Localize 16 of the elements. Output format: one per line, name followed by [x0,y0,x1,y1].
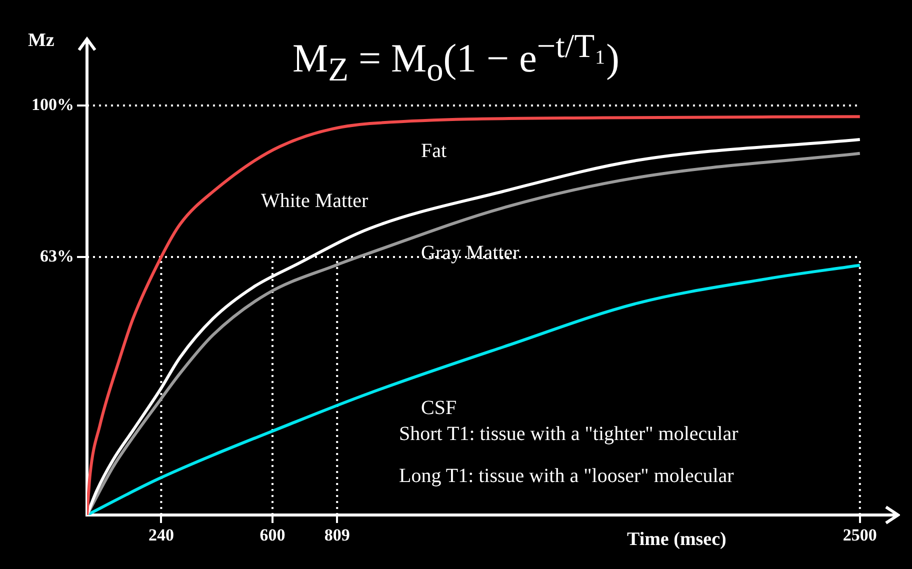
x-tick-label: 809 [324,526,350,545]
x-tick-label: 240 [148,526,174,545]
annotation: Long T1: tissue with a "looser" molecular [399,465,734,488]
y-tick-label: 100% [32,94,74,114]
x-tick-label: 2500 [842,526,877,545]
x-tick-label: 600 [260,526,286,545]
chart-title: M$_{Z}$ = M$_{o}$(1 − e$^{−t/T₁}$) [292,28,620,88]
series-label: White Matter [261,190,368,213]
series-label: Gray Matter [421,242,520,265]
x-axis-title: Time (msec) [627,529,726,551]
series-label: CSF [421,397,457,420]
line-series [87,264,862,515]
y-tick-label: 63% [40,246,74,266]
y-axis-title: Mz [28,30,54,52]
annotation: Short T1: tissue with a "tighter" molecular [399,423,738,446]
series-label: Fat [421,140,447,164]
